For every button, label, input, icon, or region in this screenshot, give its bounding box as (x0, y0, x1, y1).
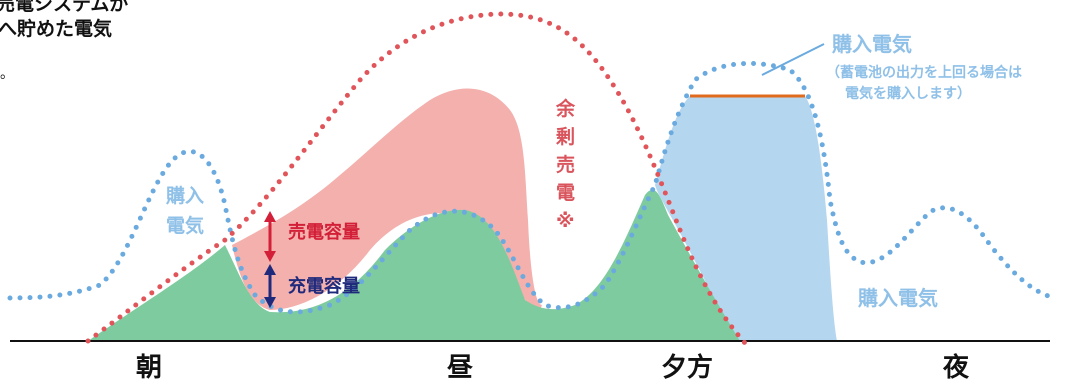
purchase-right-label: 購入電気 (858, 286, 938, 310)
sell-capacity-label: 売電容量 (288, 221, 360, 243)
purchase-left-line1: 購入 (166, 184, 204, 207)
top-left-note-mark: 。 (0, 66, 14, 82)
surplus-char: ※ (556, 210, 574, 232)
top-left-note-line2: へ貯めた電気 (0, 17, 112, 40)
time-label-evening: 夕方 (661, 352, 713, 380)
consumption-curve (7, 61, 1058, 315)
purchase-leader-line (761, 43, 825, 76)
sell-capacity-arrow (264, 211, 276, 262)
purchase-note-line1: （蓄電池の出力を上回る場合は (826, 64, 1022, 81)
battery-area (655, 96, 837, 341)
purchase-note-line2: 電気を購入します） (845, 85, 971, 102)
time-label-noon: 昼 (447, 353, 474, 380)
purchase-left-line2: 電気 (166, 214, 204, 237)
self-use-area (88, 189, 740, 341)
purchase-top-label: 購入電気 (832, 32, 912, 56)
time-label-night: 夜 (942, 352, 970, 380)
surplus-char: 売 (556, 153, 575, 176)
surplus-area (232, 88, 542, 311)
charge-capacity-arrow (264, 264, 276, 308)
solar-generation-curve (85, 11, 748, 346)
time-label-morning: 朝 (136, 352, 162, 380)
surplus-char: 剰 (555, 125, 575, 148)
top-left-note-line1: 売電システムが (0, 0, 128, 15)
surplus-char: 電 (556, 182, 575, 204)
charge-capacity-label: 充電容量 (288, 275, 360, 297)
surplus-char: 余 (555, 97, 576, 120)
surplus-vertical-label: 余 剰 売 電 ※ (555, 97, 576, 232)
